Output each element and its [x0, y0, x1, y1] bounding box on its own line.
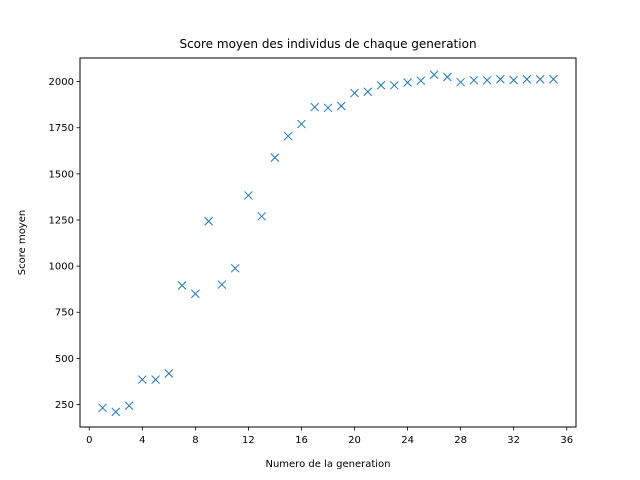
data-point-marker: [522, 74, 532, 84]
data-point-marker: [456, 77, 465, 87]
y-tick-label: 1500: [49, 169, 74, 180]
data-point-marker: [297, 119, 306, 129]
data-point-marker: [389, 80, 399, 90]
x-tick-label: 16: [295, 435, 308, 446]
y-tick-label: 1000: [49, 262, 74, 273]
data-point-marker: [98, 403, 107, 413]
data-point-marker: [310, 102, 320, 112]
x-tick-label: 0: [86, 435, 92, 446]
data-point-marker: [164, 369, 174, 378]
x-tick-label: 20: [348, 435, 361, 446]
data-point-marker: [270, 153, 280, 162]
data-point-marker: [217, 280, 227, 289]
data-point-marker: [230, 263, 240, 273]
data-point-marker: [336, 101, 346, 111]
x-axis-label: Numero de la generation: [265, 459, 390, 470]
x-tick-label: 8: [192, 435, 198, 446]
data-point-marker: [363, 87, 373, 97]
data-point-marker: [283, 131, 293, 141]
x-tick-label: 36: [560, 435, 573, 446]
data-point-marker: [151, 375, 160, 384]
data-point-marker: [535, 74, 545, 84]
x-tick-label: 12: [242, 435, 255, 446]
data-point-marker: [350, 88, 359, 98]
x-axis-ticks: 0 4 8 12 16 20 24 28 32 36: [86, 427, 573, 446]
data-point-marker: [177, 281, 187, 290]
data-point-marker: [323, 103, 333, 113]
y-axis-label: Score moyen: [17, 210, 28, 275]
chart-title: Score moyen des individus de chaque gene…: [179, 37, 476, 51]
data-point-marker: [416, 76, 426, 86]
y-tick-label: 250: [55, 400, 74, 411]
x-tick-label: 4: [139, 435, 145, 446]
data-point-marker: [137, 375, 147, 384]
y-tick-label: 1750: [49, 123, 74, 134]
data-point-marker: [482, 75, 492, 85]
data-point-marker: [469, 75, 479, 85]
y-tick-label: 1250: [49, 215, 74, 226]
data-point-marker: [204, 216, 213, 226]
data-point-marker: [496, 74, 505, 84]
data-point-marker: [549, 74, 558, 84]
x-tick-label: 32: [507, 435, 520, 446]
data-point-marker: [443, 72, 452, 82]
data-point-marker: [403, 78, 412, 87]
data-point-marker: [429, 70, 439, 80]
data-point-marker: [244, 191, 253, 200]
data-point-marker: [509, 75, 519, 85]
data-point-marker: [111, 407, 121, 417]
y-tick-label: 2000: [49, 77, 74, 88]
data-point-marker: [376, 80, 386, 90]
data-point-marker: [257, 211, 267, 221]
data-points: [98, 70, 558, 417]
data-point-marker: [191, 289, 200, 299]
x-tick-label: 28: [454, 435, 467, 446]
y-tick-label: 500: [55, 354, 74, 365]
axes-frame: [79, 57, 577, 428]
y-axis-ticks: 250 500 750 1000 1250 1500 1750 2000: [49, 77, 80, 411]
data-point-marker: [124, 401, 134, 411]
x-tick-label: 24: [401, 435, 414, 446]
y-tick-label: 750: [55, 308, 74, 319]
